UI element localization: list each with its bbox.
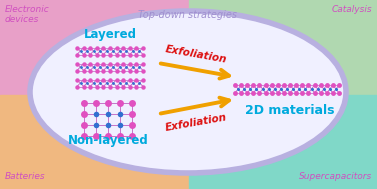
Text: Electronic
devices: Electronic devices	[5, 5, 50, 24]
Bar	[0, 94, 188, 189]
Text: Catalysis: Catalysis	[331, 5, 372, 14]
Text: Exfoliation: Exfoliation	[164, 44, 228, 65]
Text: Top-down strategies: Top-down strategies	[138, 10, 238, 20]
Bar	[188, 0, 377, 94]
Text: Batteries: Batteries	[5, 172, 46, 181]
Bar	[0, 0, 188, 94]
Bar	[188, 94, 377, 189]
Text: Supercapacitors: Supercapacitors	[299, 172, 372, 181]
Ellipse shape	[30, 11, 346, 173]
Text: 2D materials: 2D materials	[245, 104, 335, 117]
Text: Non-layered: Non-layered	[67, 134, 149, 147]
Text: Layered: Layered	[83, 28, 136, 41]
Text: Exfoliation: Exfoliation	[164, 112, 228, 133]
